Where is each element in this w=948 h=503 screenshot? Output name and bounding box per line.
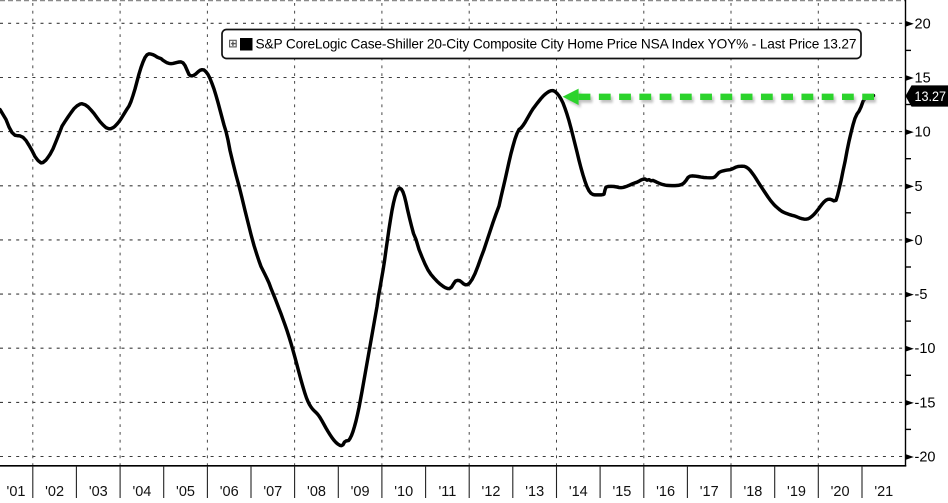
svg-text:15: 15 bbox=[915, 71, 931, 87]
svg-text:'10: '10 bbox=[394, 484, 413, 498]
svg-text:-20: -20 bbox=[915, 450, 936, 466]
svg-text:20: 20 bbox=[915, 16, 931, 32]
svg-text:'11: '11 bbox=[438, 484, 456, 498]
svg-text:'19: '19 bbox=[787, 484, 806, 498]
svg-text:-15: -15 bbox=[915, 395, 936, 411]
svg-text:'16: '16 bbox=[656, 484, 675, 498]
svg-text:'02: '02 bbox=[45, 484, 64, 498]
svg-text:13.27: 13.27 bbox=[915, 89, 947, 105]
svg-text:'14: '14 bbox=[569, 484, 588, 498]
svg-text:'21: '21 bbox=[874, 484, 893, 498]
svg-text:'20: '20 bbox=[831, 484, 850, 498]
svg-text:0: 0 bbox=[915, 233, 923, 249]
svg-text:'08: '08 bbox=[307, 484, 326, 498]
svg-text:'07: '07 bbox=[263, 484, 282, 498]
svg-text:'13: '13 bbox=[525, 484, 544, 498]
svg-text:-5: -5 bbox=[915, 287, 928, 303]
svg-text:'09: '09 bbox=[351, 484, 370, 498]
svg-text:10: 10 bbox=[915, 125, 931, 141]
svg-text:'03: '03 bbox=[89, 484, 108, 498]
svg-text:'15: '15 bbox=[612, 484, 631, 498]
svg-text:-10: -10 bbox=[915, 341, 936, 357]
svg-text:'18: '18 bbox=[743, 484, 762, 498]
svg-text:'12: '12 bbox=[482, 484, 501, 498]
svg-text:'17: '17 bbox=[700, 484, 719, 498]
svg-text:S&P CoreLogic Case-Shiller 20-: S&P CoreLogic Case-Shiller 20-City Compo… bbox=[256, 37, 857, 52]
svg-text:5: 5 bbox=[915, 179, 923, 195]
svg-text:'04: '04 bbox=[132, 484, 151, 498]
svg-text:'01: '01 bbox=[7, 484, 26, 498]
svg-text:'06: '06 bbox=[220, 484, 239, 498]
svg-text:'05: '05 bbox=[176, 484, 195, 498]
